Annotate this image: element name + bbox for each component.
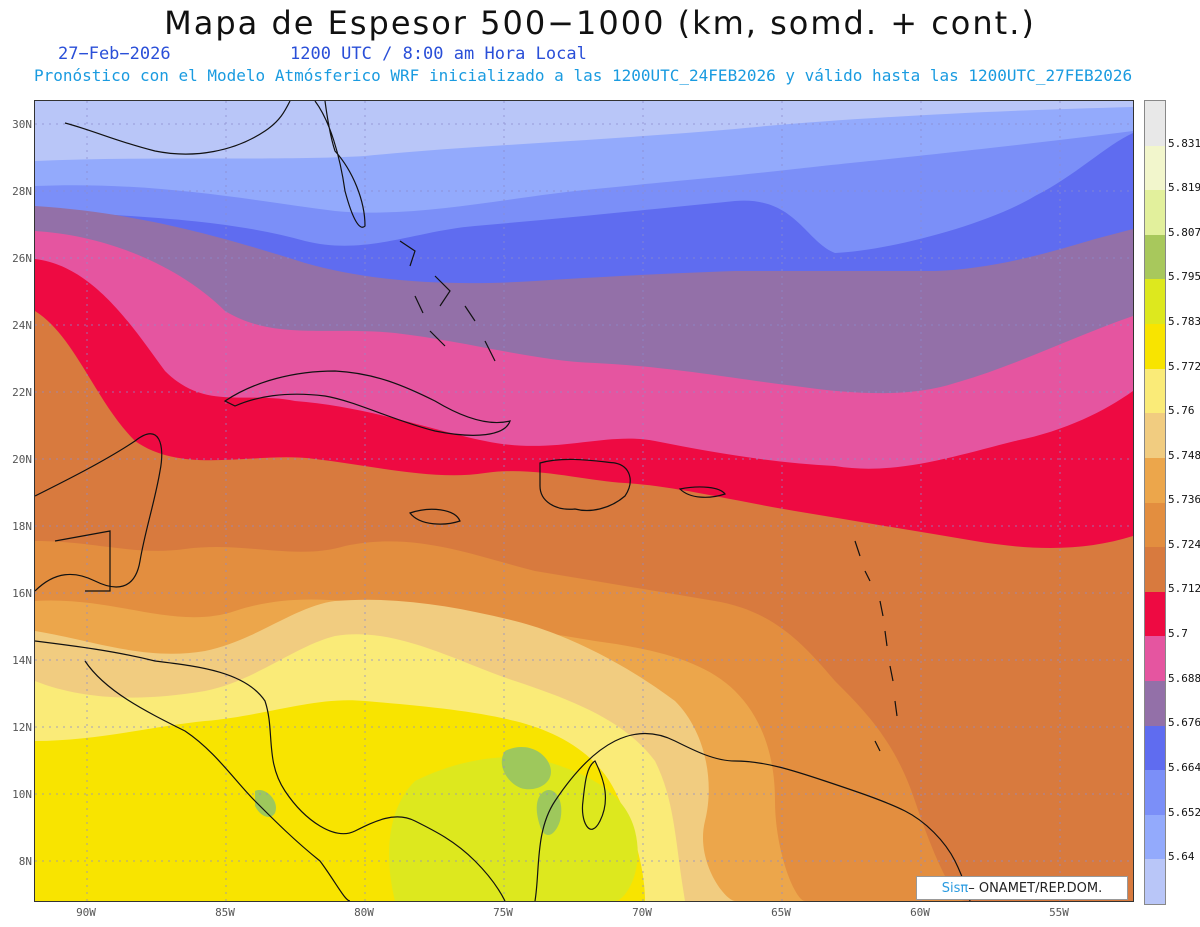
forecast-time: 1200 UTC / 8:00 am Hora Local bbox=[290, 44, 587, 64]
lon-label: 65W bbox=[771, 906, 791, 919]
lat-label: 14N bbox=[12, 654, 32, 667]
coastlines bbox=[35, 101, 971, 901]
colorbar-segment bbox=[1145, 814, 1165, 860]
coastline-puerto-rico bbox=[678, 486, 726, 498]
colorbar-segment bbox=[1145, 680, 1165, 727]
lon-label: 75W bbox=[493, 906, 513, 919]
coastline-yucatan bbox=[35, 433, 163, 592]
colorbar-segment bbox=[1145, 636, 1165, 682]
lat-label: 30N bbox=[12, 118, 32, 131]
band-5795 bbox=[389, 757, 638, 901]
gridlines bbox=[35, 101, 1133, 901]
colorbar-label: 5.795 bbox=[1168, 270, 1200, 283]
coastline-maracaibo bbox=[581, 760, 606, 830]
lat-label: 22N bbox=[12, 386, 32, 399]
colorbar-label: 5.807 bbox=[1168, 226, 1200, 239]
colorbar-segment bbox=[1145, 279, 1165, 325]
colorbar-segment bbox=[1145, 770, 1165, 816]
logo-org: – ONAMET/REP.DOM. bbox=[968, 880, 1103, 896]
sispi-logo: Sisπ – ONAMET/REP.DOM. bbox=[916, 876, 1128, 900]
model-subtitle: Pronóstico con el Modelo Atmósferico WRF… bbox=[34, 66, 1133, 85]
colorbar-label: 5.748 bbox=[1168, 449, 1200, 462]
colorbar-label: 5.831 bbox=[1168, 137, 1200, 150]
lat-label: 20N bbox=[12, 453, 32, 466]
coastline-cuba bbox=[223, 370, 511, 436]
lat-label: 24N bbox=[12, 319, 32, 332]
colorbar-label: 5.819 bbox=[1168, 181, 1200, 194]
lon-label: 85W bbox=[215, 906, 235, 919]
colorbar-label: 5.783 bbox=[1168, 315, 1200, 328]
colorbar-segment bbox=[1145, 725, 1165, 771]
coastline-florida-peninsula bbox=[314, 101, 366, 228]
colorbar-segment bbox=[1145, 502, 1165, 548]
colorbar-segment bbox=[1145, 547, 1165, 593]
colorbar-label: 5.724 bbox=[1168, 538, 1200, 551]
colorbar-segment bbox=[1145, 413, 1165, 459]
map-title: Mapa de Espesor 500−1000 (km, somd. + co… bbox=[164, 4, 1036, 42]
colorbar-label: 5.664 bbox=[1168, 761, 1200, 774]
colorbar-label: 5.736 bbox=[1168, 493, 1200, 506]
colorbar-label: 5.676 bbox=[1168, 716, 1200, 729]
lat-label: 18N bbox=[12, 520, 32, 533]
lat-label: 28N bbox=[12, 185, 32, 198]
thickness-map-svg bbox=[35, 101, 1133, 901]
lat-label: 16N bbox=[12, 587, 32, 600]
colorbar-segment bbox=[1145, 324, 1165, 370]
lon-label: 80W bbox=[354, 906, 374, 919]
colorbar-segment bbox=[1145, 101, 1165, 147]
band-5807 bbox=[501, 746, 551, 790]
coastline-central-america bbox=[35, 640, 506, 901]
lat-label: 12N bbox=[12, 721, 32, 734]
colorbar-label: 5.64 bbox=[1168, 850, 1195, 863]
coastline-lesser-antilles bbox=[854, 540, 898, 752]
coastline-border-mexico bbox=[54, 530, 111, 592]
lat-label: 8N bbox=[18, 855, 32, 868]
coastline-hispaniola bbox=[539, 458, 631, 512]
colorbar-segment bbox=[1145, 859, 1165, 905]
colorbar-segment bbox=[1145, 591, 1165, 637]
colorbar-label: 5.712 bbox=[1168, 582, 1200, 595]
lat-label: 10N bbox=[12, 788, 32, 801]
colorbar-segment bbox=[1145, 457, 1165, 503]
thickness-map bbox=[34, 100, 1134, 902]
colorbar-segment bbox=[1145, 234, 1165, 280]
colorbar-segment bbox=[1145, 190, 1165, 236]
colorbar-label: 5.76 bbox=[1168, 404, 1195, 417]
coastline-florida-gulf bbox=[64, 101, 291, 155]
colorbar-label: 5.652 bbox=[1168, 806, 1200, 819]
colorbar-segment bbox=[1145, 368, 1165, 414]
lon-label: 55W bbox=[1049, 906, 1069, 919]
band-5807 bbox=[255, 790, 276, 817]
colorbar-label: 5.7 bbox=[1168, 627, 1188, 640]
lon-label: 70W bbox=[632, 906, 652, 919]
lat-label: 26N bbox=[12, 252, 32, 265]
colorbar-label: 5.772 bbox=[1168, 360, 1200, 373]
coastline-central-america-pacific bbox=[84, 660, 351, 901]
logo-sis: Sisπ bbox=[941, 880, 969, 896]
colorbar-label: 5.688 bbox=[1168, 672, 1200, 685]
colorbar bbox=[1144, 100, 1166, 905]
forecast-date: 27−Feb−2026 bbox=[58, 44, 171, 64]
coastline-south-america bbox=[534, 732, 971, 901]
coastline-jamaica bbox=[409, 508, 461, 525]
coastline-bahamas bbox=[399, 240, 496, 362]
lon-label: 90W bbox=[76, 906, 96, 919]
colorbar-segment bbox=[1145, 145, 1165, 191]
lon-label: 60W bbox=[910, 906, 930, 919]
